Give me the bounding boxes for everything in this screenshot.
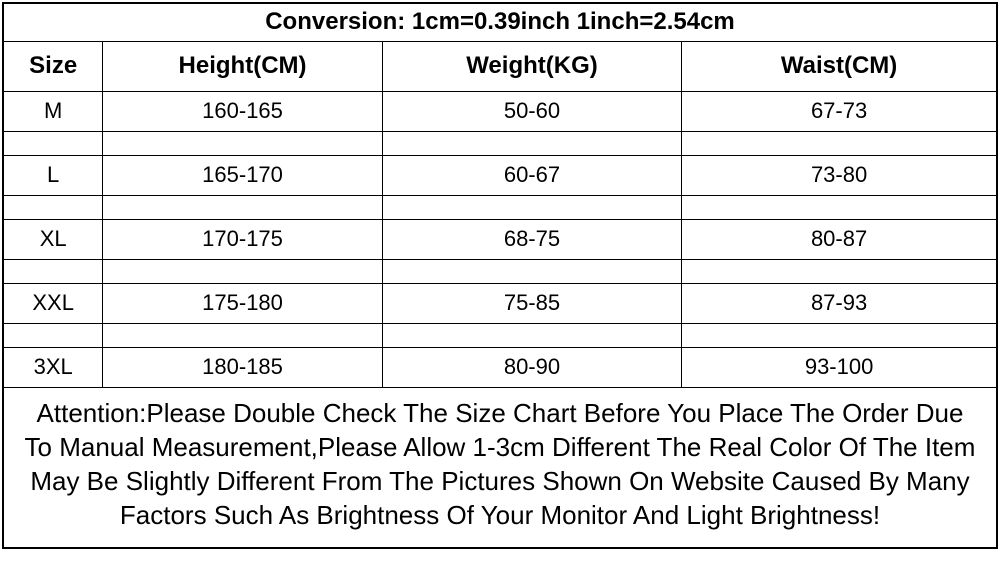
table-row: 3XL 180-185 80-90 93-100 xyxy=(3,347,997,387)
cell-weight: 60-67 xyxy=(382,155,681,195)
cell-waist: 67-73 xyxy=(682,91,997,131)
table-row: XL 170-175 68-75 80-87 xyxy=(3,219,997,259)
attention-text: Attention:Please Double Check The Size C… xyxy=(3,387,997,548)
cell-waist: 93-100 xyxy=(682,347,997,387)
cell-size: M xyxy=(3,91,103,131)
cell-weight: 68-75 xyxy=(382,219,681,259)
header-height: Height(CM) xyxy=(103,41,382,91)
header-size: Size xyxy=(3,41,103,91)
cell-size: L xyxy=(3,155,103,195)
table-row: XXL 175-180 75-85 87-93 xyxy=(3,283,997,323)
attention-row: Attention:Please Double Check The Size C… xyxy=(3,387,997,548)
cell-size: XL xyxy=(3,219,103,259)
conversion-title: Conversion: 1cm=0.39inch 1inch=2.54cm xyxy=(3,3,997,41)
cell-waist: 80-87 xyxy=(682,219,997,259)
spacer-row xyxy=(3,131,997,155)
conversion-row: Conversion: 1cm=0.39inch 1inch=2.54cm xyxy=(3,3,997,41)
cell-size: 3XL xyxy=(3,347,103,387)
header-waist: Waist(CM) xyxy=(682,41,997,91)
header-row: Size Height(CM) Weight(KG) Waist(CM) xyxy=(3,41,997,91)
cell-weight: 80-90 xyxy=(382,347,681,387)
cell-height: 165-170 xyxy=(103,155,382,195)
cell-weight: 50-60 xyxy=(382,91,681,131)
cell-height: 170-175 xyxy=(103,219,382,259)
spacer-row xyxy=(3,195,997,219)
cell-weight: 75-85 xyxy=(382,283,681,323)
spacer-row xyxy=(3,259,997,283)
cell-height: 175-180 xyxy=(103,283,382,323)
cell-waist: 87-93 xyxy=(682,283,997,323)
table-row: L 165-170 60-67 73-80 xyxy=(3,155,997,195)
header-weight: Weight(KG) xyxy=(382,41,681,91)
cell-size: XXL xyxy=(3,283,103,323)
cell-height: 180-185 xyxy=(103,347,382,387)
cell-waist: 73-80 xyxy=(682,155,997,195)
table-row: M 160-165 50-60 67-73 xyxy=(3,91,997,131)
size-chart-table: Conversion: 1cm=0.39inch 1inch=2.54cm Si… xyxy=(2,2,998,549)
spacer-row xyxy=(3,323,997,347)
cell-height: 160-165 xyxy=(103,91,382,131)
